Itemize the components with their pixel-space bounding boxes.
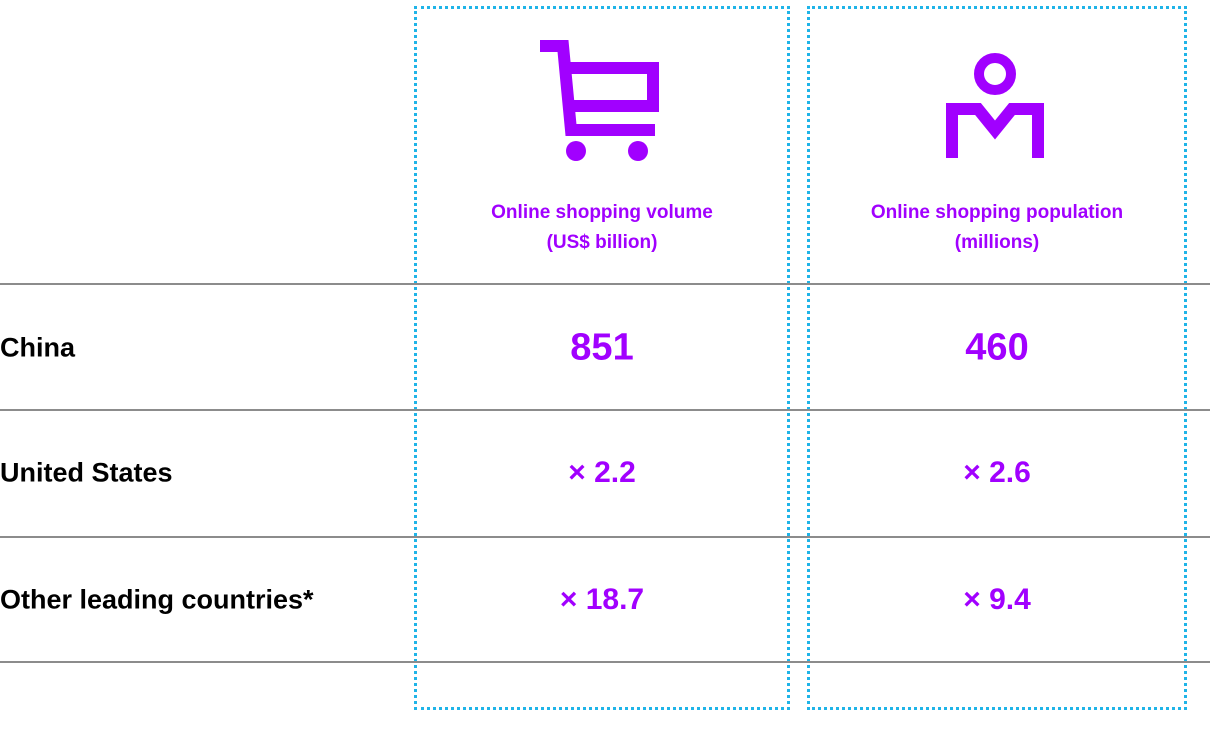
column-header: Online shopping population (millions)	[807, 198, 1187, 258]
column-header: Online shopping volume (US$ billion)	[414, 198, 790, 258]
row-divider	[0, 661, 1210, 663]
cell-value: 460	[965, 326, 1029, 369]
cart-icon	[540, 40, 659, 161]
cell-value: × 9.4	[963, 583, 1031, 616]
row-divider	[0, 409, 1210, 411]
row-label: United States	[0, 457, 173, 488]
cell-value: × 2.6	[963, 456, 1031, 489]
header-line: Online shopping volume	[491, 202, 713, 223]
cell-value: × 2.2	[568, 456, 636, 489]
row-label: Other leading countries*	[0, 584, 314, 615]
header-line: (millions)	[954, 232, 1040, 253]
row-divider	[0, 283, 1210, 285]
person-icon	[946, 53, 1044, 158]
column-frame	[414, 6, 790, 710]
row-divider	[0, 536, 1210, 538]
cell-value: 851	[570, 326, 634, 369]
header-line: Online shopping population	[870, 202, 1124, 223]
cell-value: × 18.7	[559, 583, 645, 616]
column-frame	[807, 6, 1187, 710]
header-line: (US$ billion)	[546, 232, 658, 253]
row-label: China	[0, 332, 76, 363]
